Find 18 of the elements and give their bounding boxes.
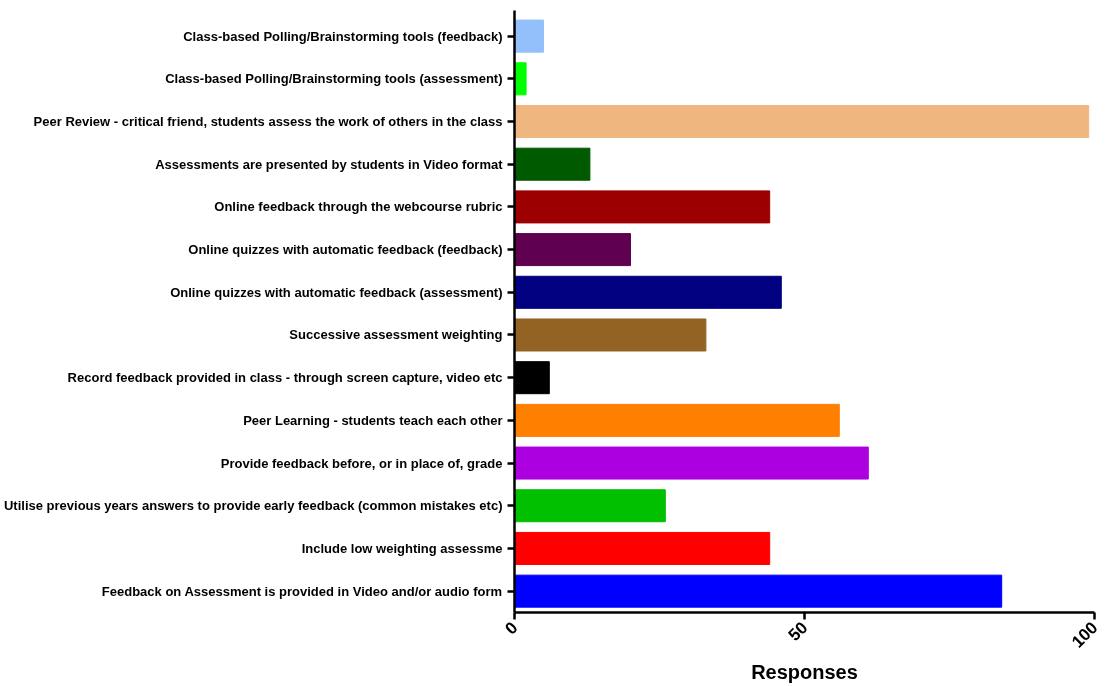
y-tick-label: Successive assessment weighting — [289, 327, 503, 343]
y-tick-label: Provide feedback before, or in place of, grade — [220, 455, 503, 471]
y-tick-label: Class-based Polling/Brainstorming tools (feedback) — [183, 28, 503, 44]
y-tick-label: Online quizzes with automatic feedback (feedback) — [188, 242, 503, 258]
x-tick-label: 100 — [1068, 618, 1102, 652]
y-tick-label: Online quizzes with automatic feedback (assessment) — [170, 284, 503, 300]
y-tick-label: Feedback on Assessment is provided in Video and/or audio form — [101, 583, 503, 599]
y-tick-label: Assessments are presented by students in Video format — [155, 156, 504, 172]
y-tick-label: Utilise previous years answers to provide early feedback (common mistakes etc) — [3, 498, 503, 514]
y-tick-label: Class-based Polling/Brainstorming tools (assessment) — [165, 71, 503, 87]
y-tick-label: Peer Learning - students teach each other — [243, 412, 503, 428]
x-axis-title: Responses — [751, 661, 858, 684]
y-tick-label: Online feedback through the webcourse rubric — [214, 199, 503, 215]
y-tick-label: Include low weighting assessme — [301, 540, 503, 556]
y-tick-label: Record feedback provided in class - through screen capture, video etc — [67, 370, 503, 386]
y-tick-label: Peer Review - critical friend, students assess the work of others in the class — [33, 114, 503, 130]
x-tick-label: 50 — [784, 618, 812, 645]
x-tick-label: 0 — [501, 618, 522, 639]
